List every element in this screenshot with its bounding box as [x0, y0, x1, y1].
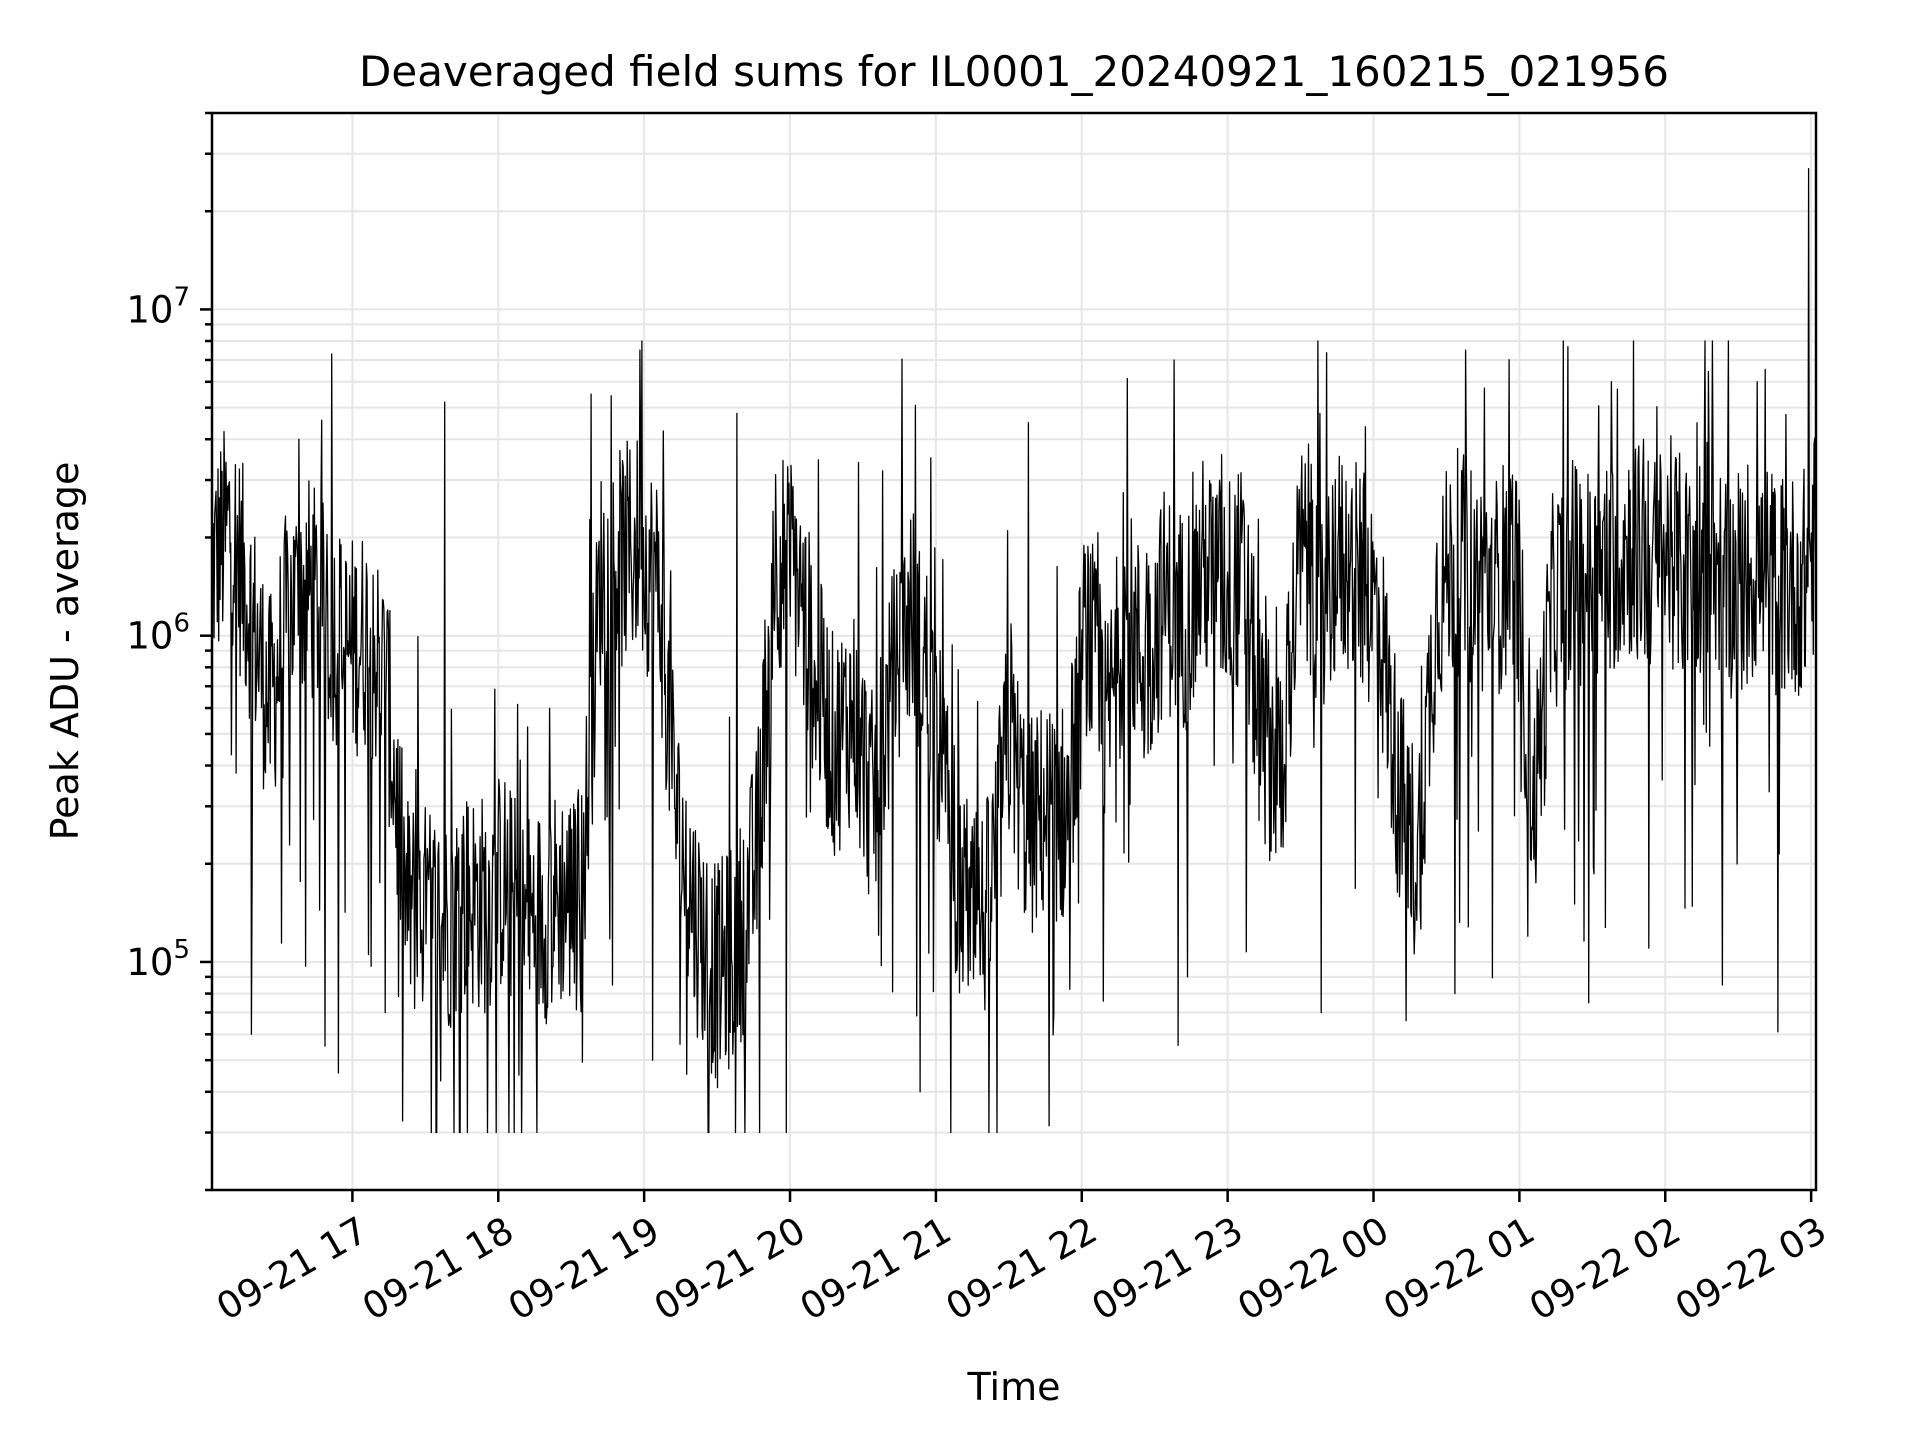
y-tick-label: 106 [126, 609, 190, 658]
y-tick-labels: 105 106 107 [126, 282, 190, 984]
y-tick-label: 105 [126, 935, 190, 984]
y-tick-label: 107 [126, 282, 190, 331]
chart-title: Deaveraged field sums for IL0001_2024092… [359, 47, 1669, 96]
y-axis-label: Peak ADU - average [43, 462, 87, 841]
series-line [211, 168, 1817, 1134]
tick-marks [200, 111, 1813, 1202]
x-axis-label: Time [967, 1365, 1061, 1409]
